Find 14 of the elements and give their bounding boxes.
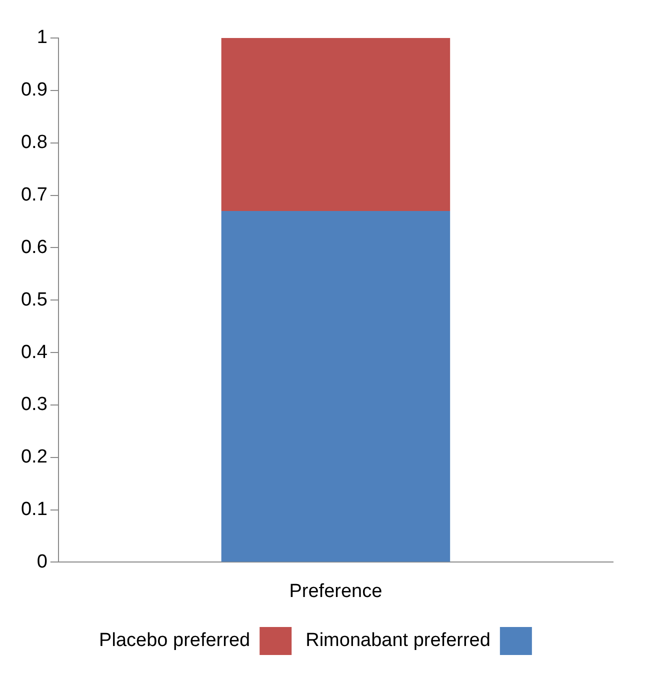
y-tick-label: 1 [36,27,48,48]
y-tick-label: 0.1 [20,499,48,520]
y-tick-label: 0.2 [20,446,48,468]
y-tick-label: 0.3 [20,394,48,416]
y-tick-label: 0.8 [20,132,48,154]
y-tick-label: 0.4 [20,342,48,363]
y-tick-label: 0.9 [20,80,48,101]
x-tick-label: Preference [289,580,382,602]
legend-label: Rimonabant preferred [306,630,490,652]
y-tick-label: 0 [36,551,48,572]
legend-label: Placebo preferred [99,630,250,652]
y-tick-label: 0.5 [20,289,48,310]
y-tick-label: 0.7 [20,184,48,206]
y-tick-label: 0.6 [20,236,48,258]
